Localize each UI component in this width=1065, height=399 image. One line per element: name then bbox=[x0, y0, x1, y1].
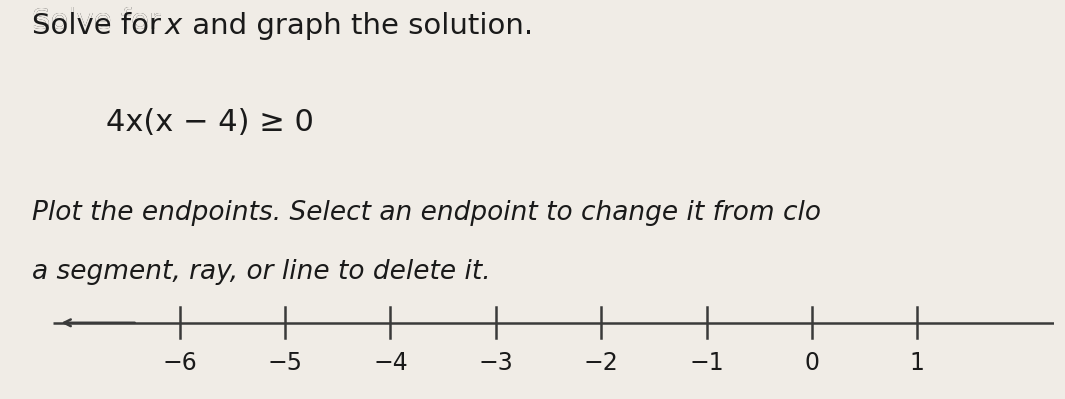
Text: Plot the endpoints. Select an endpoint to change it from clo: Plot the endpoints. Select an endpoint t… bbox=[32, 200, 821, 225]
Text: Solve for   x   and graph the solution.: Solve for x and graph the solution. bbox=[32, 8, 596, 36]
Text: a segment, ray, or line to delete it.: a segment, ray, or line to delete it. bbox=[32, 259, 491, 285]
Text: Solve for: Solve for bbox=[32, 8, 170, 36]
Text: x: x bbox=[165, 12, 182, 40]
Text: −1: −1 bbox=[689, 351, 724, 375]
Text: Solve for: Solve for bbox=[32, 12, 170, 40]
Text: −5: −5 bbox=[267, 351, 302, 375]
Text: −2: −2 bbox=[584, 351, 619, 375]
Text: −4: −4 bbox=[373, 351, 408, 375]
Text: −6: −6 bbox=[162, 351, 197, 375]
Text: 0: 0 bbox=[804, 351, 819, 375]
Text: 4x(x − 4) ≥ 0: 4x(x − 4) ≥ 0 bbox=[106, 108, 314, 137]
Text: −3: −3 bbox=[478, 351, 513, 375]
Text: and graph the solution.: and graph the solution. bbox=[183, 12, 534, 40]
Text: 1: 1 bbox=[910, 351, 924, 375]
